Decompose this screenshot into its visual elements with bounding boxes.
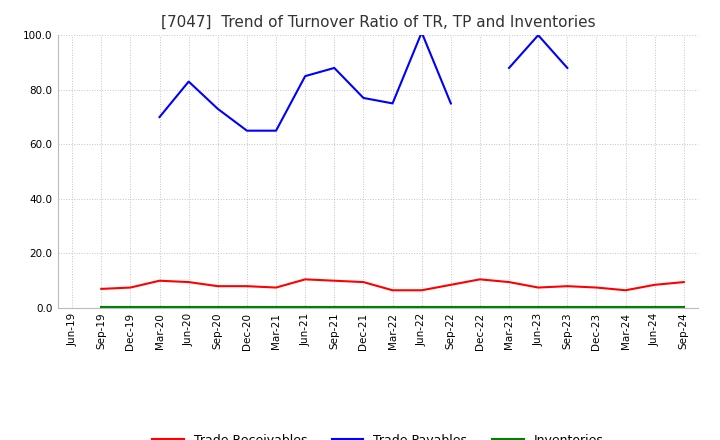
Inventories: [592, 304, 600, 309]
Line: Trade Payables: Trade Payables: [160, 33, 567, 131]
Trade Payables: [271, 128, 280, 133]
Inventories: [680, 304, 688, 309]
Trade Payables: [330, 65, 338, 70]
Trade Payables: [359, 95, 368, 101]
Trade Receivables: [621, 288, 630, 293]
Trade Payables: [213, 106, 222, 111]
Trade Payables: [184, 79, 193, 84]
Inventories: [271, 304, 280, 309]
Trade Payables: [505, 65, 513, 70]
Inventories: [243, 304, 251, 309]
Trade Receivables: [505, 279, 513, 285]
Inventories: [97, 304, 106, 309]
Inventories: [388, 304, 397, 309]
Line: Trade Receivables: Trade Receivables: [102, 279, 684, 290]
Inventories: [446, 304, 455, 309]
Title: [7047]  Trend of Turnover Ratio of TR, TP and Inventories: [7047] Trend of Turnover Ratio of TR, TP…: [161, 15, 595, 30]
Trade Payables: [156, 114, 164, 120]
Inventories: [563, 304, 572, 309]
Trade Receivables: [271, 285, 280, 290]
Inventories: [476, 304, 485, 309]
Trade Payables: [534, 33, 543, 38]
Inventories: [359, 304, 368, 309]
Trade Receivables: [476, 277, 485, 282]
Trade Payables: [446, 101, 455, 106]
Trade Receivables: [388, 288, 397, 293]
Trade Receivables: [650, 282, 659, 287]
Trade Payables: [418, 30, 426, 35]
Trade Receivables: [330, 278, 338, 283]
Inventories: [621, 304, 630, 309]
Trade Receivables: [680, 279, 688, 285]
Inventories: [534, 304, 543, 309]
Trade Payables: [243, 128, 251, 133]
Inventories: [126, 304, 135, 309]
Inventories: [505, 304, 513, 309]
Inventories: [156, 304, 164, 309]
Trade Receivables: [563, 283, 572, 289]
Trade Receivables: [301, 277, 310, 282]
Inventories: [418, 304, 426, 309]
Inventories: [650, 304, 659, 309]
Trade Receivables: [243, 283, 251, 289]
Trade Receivables: [592, 285, 600, 290]
Trade Receivables: [184, 279, 193, 285]
Inventories: [330, 304, 338, 309]
Trade Receivables: [418, 288, 426, 293]
Inventories: [213, 304, 222, 309]
Trade Receivables: [446, 282, 455, 287]
Legend: Trade Receivables, Trade Payables, Inventories: Trade Receivables, Trade Payables, Inven…: [148, 429, 608, 440]
Trade Receivables: [126, 285, 135, 290]
Trade Payables: [388, 101, 397, 106]
Trade Payables: [301, 73, 310, 79]
Trade Receivables: [97, 286, 106, 292]
Inventories: [301, 304, 310, 309]
Trade Receivables: [359, 279, 368, 285]
Trade Receivables: [534, 285, 543, 290]
Trade Receivables: [213, 283, 222, 289]
Trade Payables: [563, 65, 572, 70]
Inventories: [184, 304, 193, 309]
Trade Receivables: [156, 278, 164, 283]
